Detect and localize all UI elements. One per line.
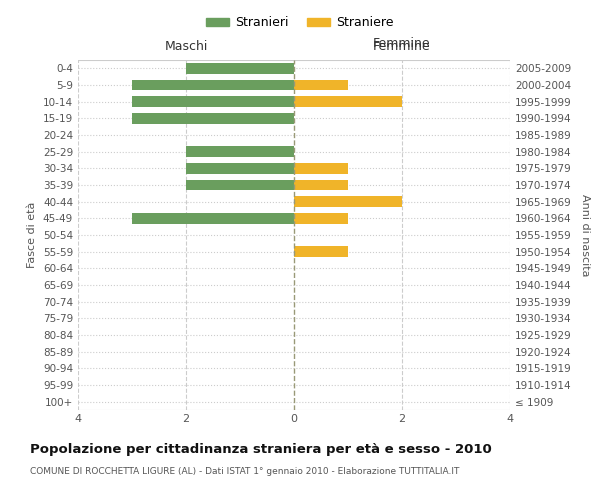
Bar — [186, 180, 294, 190]
Bar — [294, 246, 348, 257]
Bar — [186, 63, 294, 74]
Bar — [132, 113, 294, 124]
Bar — [294, 96, 402, 107]
Bar — [132, 96, 294, 107]
Bar — [132, 213, 294, 224]
Legend: Stranieri, Straniere: Stranieri, Straniere — [202, 11, 398, 34]
Text: Femmine: Femmine — [373, 36, 431, 50]
Text: Maschi: Maschi — [164, 40, 208, 52]
Bar — [294, 196, 402, 207]
Text: COMUNE DI ROCCHETTA LIGURE (AL) - Dati ISTAT 1° gennaio 2010 - Elaborazione TUTT: COMUNE DI ROCCHETTA LIGURE (AL) - Dati I… — [30, 468, 460, 476]
Bar — [294, 180, 348, 190]
Text: Popolazione per cittadinanza straniera per età e sesso - 2010: Popolazione per cittadinanza straniera p… — [30, 442, 492, 456]
Y-axis label: Anni di nascita: Anni di nascita — [580, 194, 590, 276]
Bar — [294, 163, 348, 174]
Bar — [186, 163, 294, 174]
Bar — [132, 80, 294, 90]
Text: Femmine: Femmine — [373, 40, 431, 52]
Bar — [294, 213, 348, 224]
Bar — [186, 146, 294, 157]
Y-axis label: Fasce di età: Fasce di età — [28, 202, 37, 268]
Bar — [294, 80, 348, 90]
